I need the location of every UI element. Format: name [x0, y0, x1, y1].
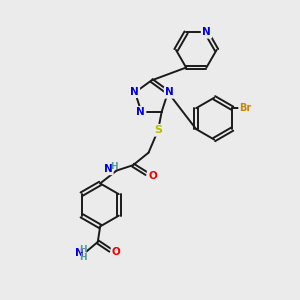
- Text: N: N: [75, 248, 83, 258]
- Text: N: N: [130, 87, 139, 97]
- Text: H: H: [80, 244, 87, 253]
- Text: S: S: [154, 125, 162, 135]
- Text: O: O: [148, 171, 157, 181]
- Text: H: H: [80, 253, 87, 262]
- Text: N: N: [202, 27, 211, 38]
- Text: H: H: [110, 163, 118, 172]
- Text: O: O: [112, 247, 121, 257]
- Text: N: N: [136, 107, 145, 117]
- Text: Br: Br: [240, 103, 252, 113]
- Text: N: N: [104, 164, 112, 174]
- Text: N: N: [165, 87, 174, 98]
